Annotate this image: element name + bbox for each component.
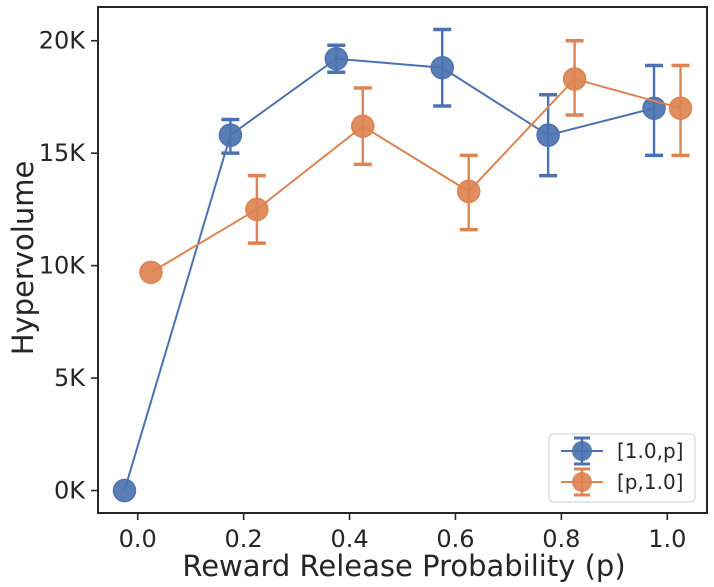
series-layer xyxy=(112,27,693,503)
series-line xyxy=(150,77,681,274)
x-tick-label: 0.4 xyxy=(330,525,368,553)
y-axis: 0K 5K 10K 15K 20K xyxy=(39,27,98,505)
legend: [1.0,p] [p,1.0] xyxy=(548,433,696,503)
x-axis: 0.0 0.2 0.4 0.6 0.8 1.0 xyxy=(119,513,686,553)
legend-item-series-1 xyxy=(561,436,603,466)
x-tick-label: 0.2 xyxy=(225,525,263,553)
y-tick-label: 0K xyxy=(54,477,86,505)
data-point xyxy=(139,260,163,285)
data-point xyxy=(562,67,587,91)
series-1 xyxy=(112,27,666,503)
data-point xyxy=(218,123,243,147)
series-line xyxy=(123,57,655,491)
y-axis-title: Hypervolume xyxy=(6,161,40,356)
data-point xyxy=(245,197,269,222)
data-point xyxy=(430,55,454,80)
x-tick-label: 0.6 xyxy=(436,525,474,553)
y-tick-label: 10K xyxy=(39,252,87,280)
legend-marker xyxy=(572,472,592,492)
data-point xyxy=(351,114,375,138)
data-point xyxy=(536,123,560,147)
x-tick-label: 0.8 xyxy=(542,525,580,553)
y-tick-label: 5K xyxy=(54,364,86,392)
x-axis-title: Reward Release Probability (p) xyxy=(182,549,625,583)
legend-label-series-1: [1.0,p] xyxy=(617,439,683,463)
legend-item-series-2 xyxy=(561,467,603,497)
data-point xyxy=(456,179,481,204)
x-tick-label: 0.0 xyxy=(119,525,157,553)
y-tick-label: 20K xyxy=(39,27,87,55)
plot-frame xyxy=(97,6,708,514)
series-2 xyxy=(139,38,693,285)
legend-label-series-2: [p,1.0] xyxy=(617,470,683,494)
x-tick-label: 1.0 xyxy=(648,525,686,553)
data-point xyxy=(324,46,349,71)
data-point xyxy=(112,478,137,503)
legend-marker xyxy=(572,441,592,461)
data-point xyxy=(668,96,693,120)
y-tick-label: 15K xyxy=(39,139,87,167)
